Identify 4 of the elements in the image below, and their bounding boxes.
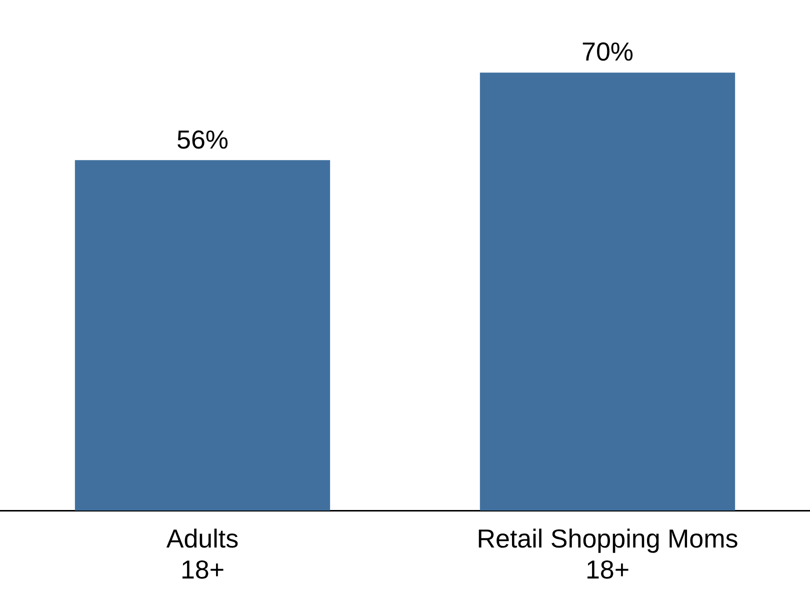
data-label: 70% [581, 36, 634, 67]
x-tick-label: Adults 18+ [166, 523, 239, 585]
data-label: 56% [176, 124, 229, 154]
x-tick-label: Retail Shopping Moms 18+ [476, 523, 738, 585]
